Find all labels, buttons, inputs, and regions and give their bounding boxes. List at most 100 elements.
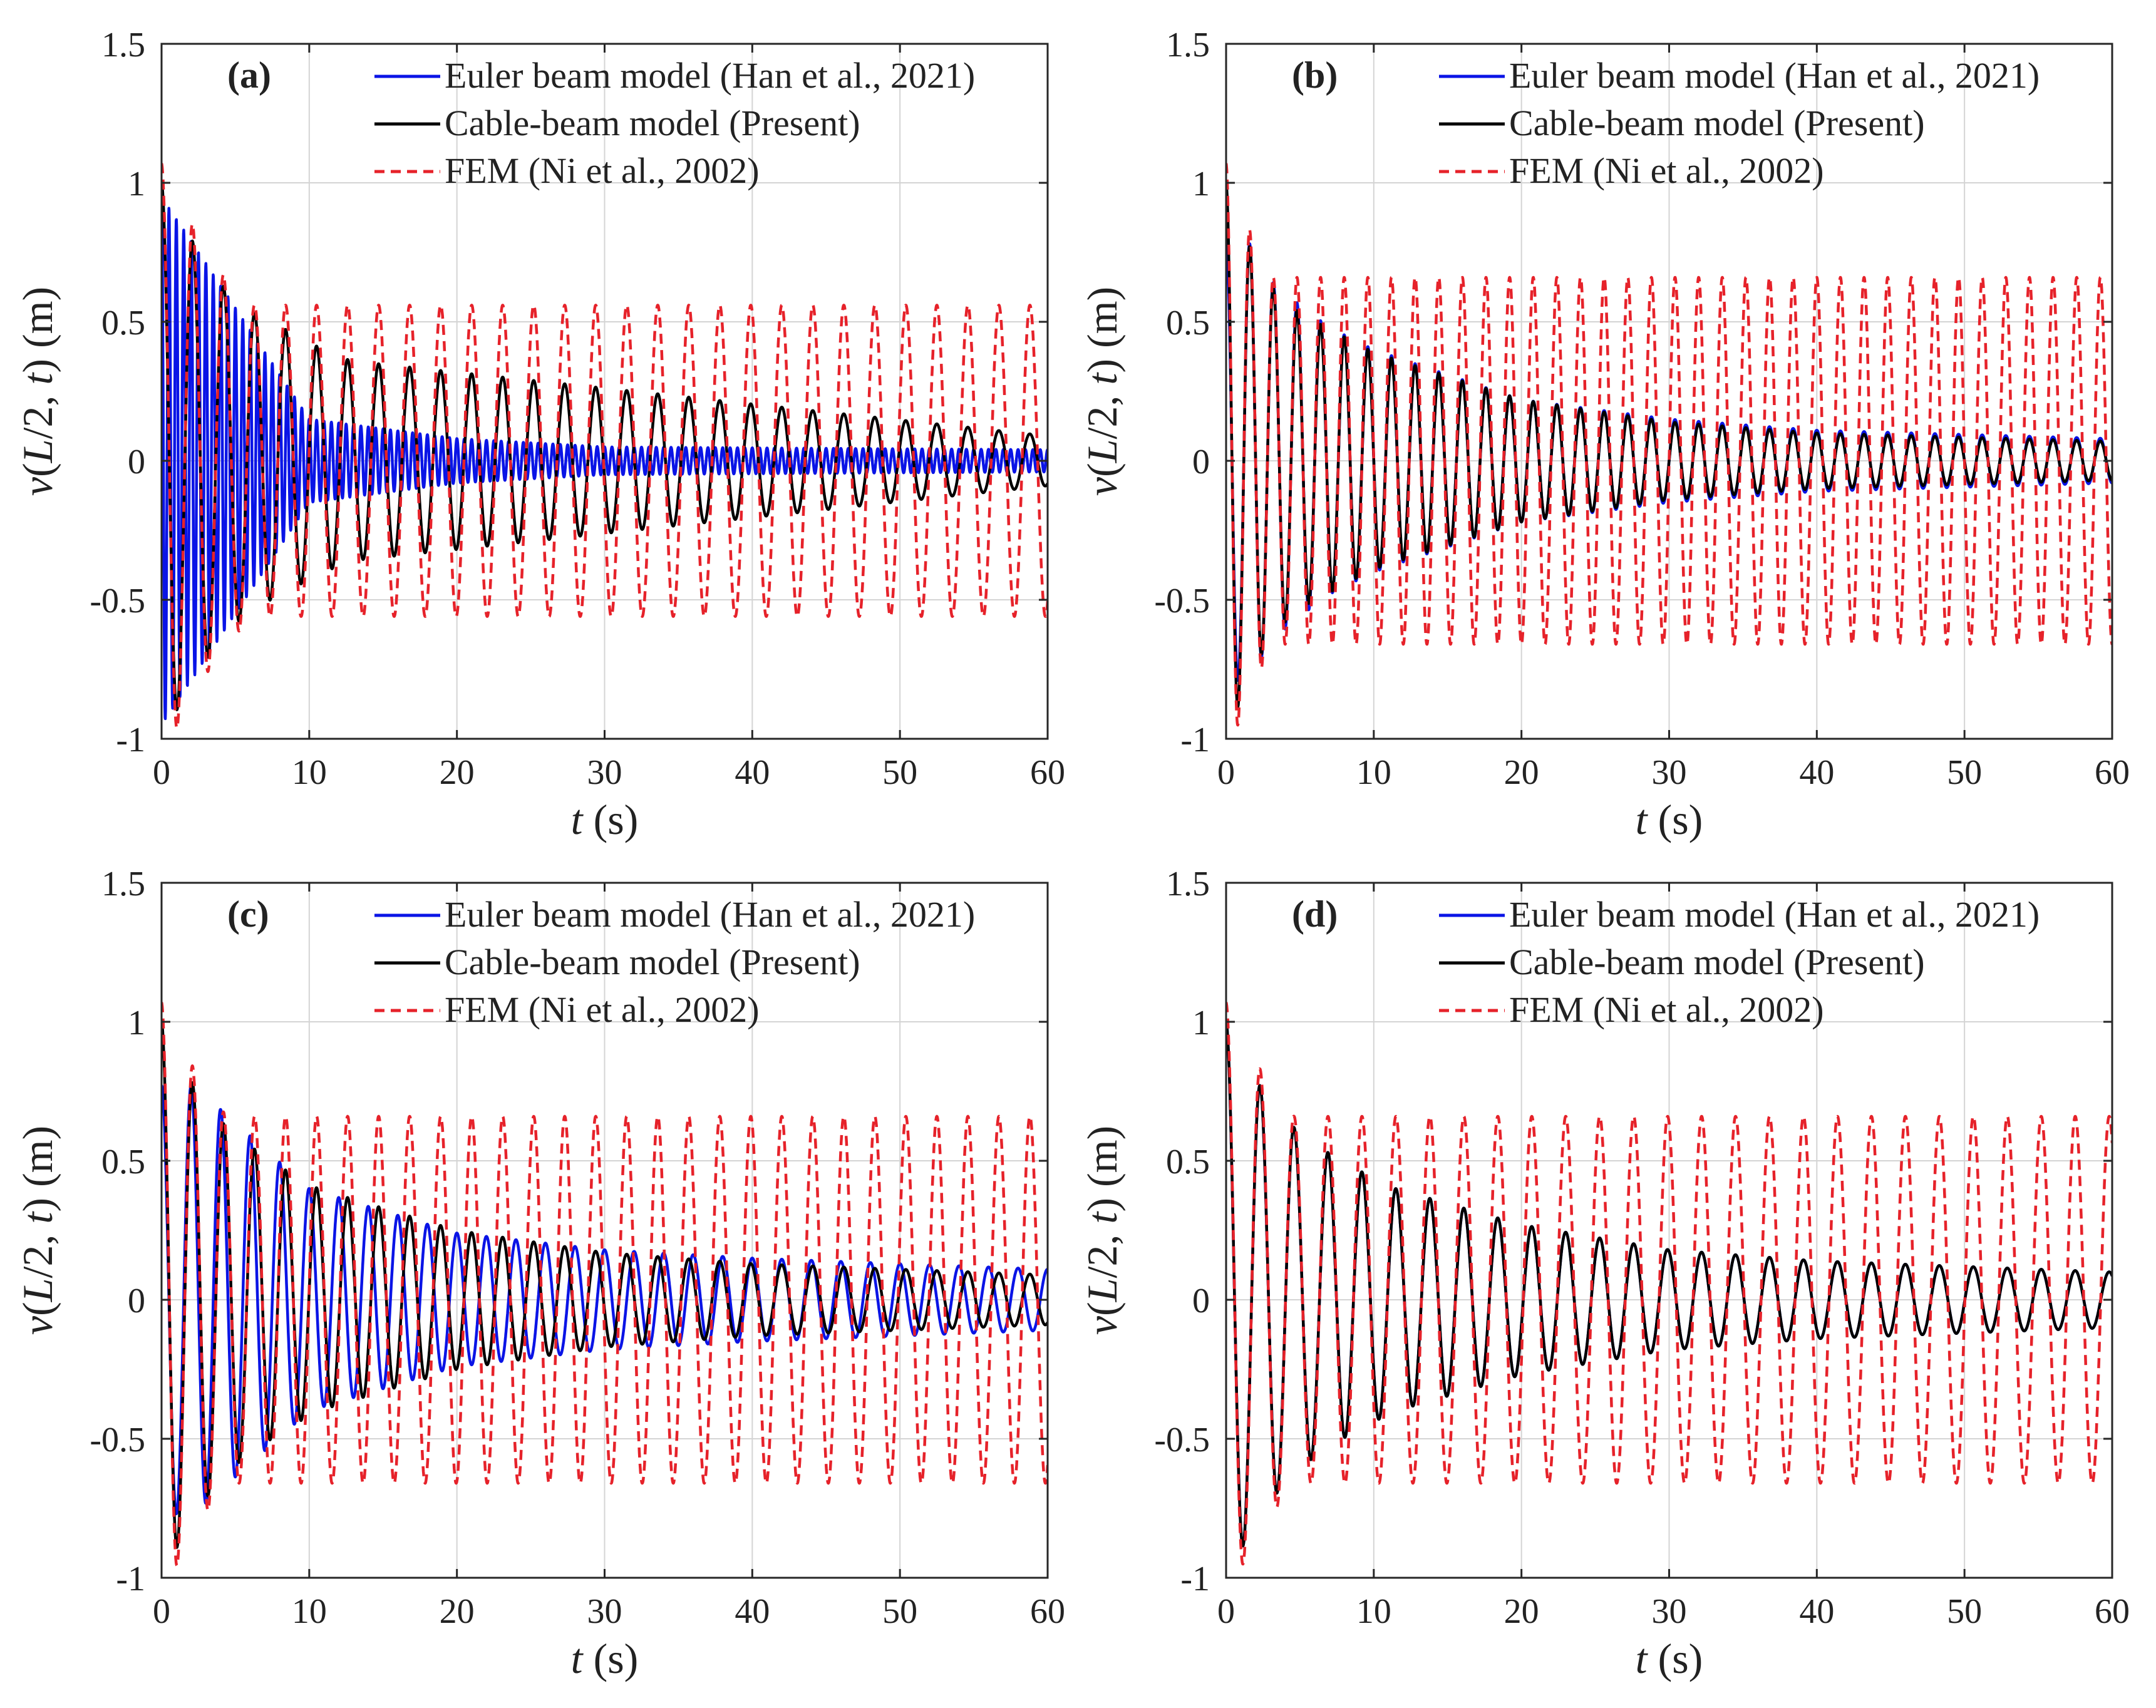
y-axis-label-part: ) (m) (1078, 1126, 1126, 1212)
x-tick-label: 50 (1947, 753, 1982, 792)
series-line-fem (162, 1001, 1048, 1567)
panel-label: (d) (1292, 893, 1338, 935)
x-axis-var: t (1636, 796, 1649, 843)
legend-label: Cable-beam model (Present) (1509, 942, 1925, 982)
y-axis-label: v(L/2, t) (m) (14, 1126, 61, 1335)
y-tick-label: -0.5 (1154, 582, 1210, 620)
chart-panel-a: 0 10 20 30 40 50 60 -1 -0.5 0 0.5 1 1.5 t (s) v(L/2, t… (14, 26, 1065, 843)
y-axis-label-part: ( (14, 1302, 61, 1316)
x-tick-label: 60 (1030, 1592, 1065, 1631)
legend-label: Cable-beam model (Present) (1509, 103, 1925, 143)
y-tick-label: 1 (1192, 1004, 1210, 1042)
chart-panel-d: 0 10 20 30 40 50 60 -1 -0.5 0 0.5 1 1.5 t (s) v(L/2, t… (1078, 865, 2130, 1682)
legend-label: Cable-beam model (Present) (445, 103, 860, 143)
legend-label: Euler beam model (Han et al., 2021) (1509, 894, 2040, 935)
y-tick-label: 1 (1192, 165, 1210, 203)
x-tick-label: 20 (1504, 1592, 1539, 1631)
series-group (1226, 1001, 2112, 1566)
x-tick-label: 10 (1356, 1592, 1391, 1631)
y-tick-label: 0 (1192, 443, 1210, 481)
legend-label: Cable-beam model (Present) (445, 942, 860, 982)
axis-ticks (1225, 43, 2113, 740)
x-tick-label: 50 (882, 1592, 917, 1631)
legend-label: FEM (Ni et al., 2002) (445, 989, 760, 1030)
x-axis-var: t (571, 796, 584, 843)
y-tick-label: -0.5 (90, 1421, 145, 1459)
x-tick-label: 10 (292, 1592, 327, 1631)
series-line-fem (1226, 163, 2112, 727)
x-tick-label: 40 (735, 753, 770, 792)
x-tick-label: 10 (1356, 753, 1391, 792)
x-axis-label: t (s) (1636, 796, 1703, 843)
x-tick-label: 0 (1217, 1592, 1235, 1631)
y-tick-label: 1 (128, 1004, 145, 1042)
legend-label: FEM (Ni et al., 2002) (445, 150, 760, 191)
chart-panel-b: 0 10 20 30 40 50 60 -1 -0.5 0 0.5 1 1.5 t (s) v(L/2, t… (1078, 26, 2130, 843)
x-tick-label: 0 (153, 1592, 170, 1631)
y-axis-label-part: L (1078, 439, 1126, 463)
x-tick-label: 40 (735, 1592, 770, 1631)
y-axis-label: v(L/2, t) (m) (1078, 287, 1126, 496)
y-tick-label: 0 (1192, 1282, 1210, 1320)
y-tick-label: 1.5 (1166, 865, 1210, 903)
y-tick-label: 1.5 (1166, 26, 1210, 64)
y-axis-label-part: L (1078, 1278, 1126, 1302)
y-axis-label-part: v (14, 476, 61, 496)
legend-label: FEM (Ni et al., 2002) (1509, 989, 1824, 1030)
y-axis-label-part: t (1078, 372, 1126, 385)
x-tick-label: 0 (153, 753, 170, 792)
x-tick-label: 10 (292, 753, 327, 792)
axis-ticks (160, 43, 1049, 740)
y-axis-label-part: /2, (14, 1224, 61, 1278)
y-axis-label-part: /2, (1078, 1224, 1126, 1278)
y-axis-label-part: v (14, 1315, 61, 1335)
y-axis-label: v(L/2, t) (m) (1078, 1126, 1126, 1335)
y-axis-label-part: ( (14, 463, 61, 477)
x-tick-label: 50 (1947, 1592, 1982, 1631)
legend: Euler beam model (Han et al., 2021) Cable… (1439, 894, 2040, 1030)
x-axis-label: t (s) (571, 1635, 639, 1682)
x-tick-label: 30 (1652, 753, 1687, 792)
legend-label: Euler beam model (Han et al., 2021) (1509, 55, 2040, 96)
y-tick-label: -1 (116, 1560, 145, 1598)
y-axis-label-part: t (14, 372, 61, 385)
panel-label: (b) (1292, 54, 1338, 96)
y-tick-label: -0.5 (1154, 1421, 1210, 1459)
x-tick-label: 20 (440, 1592, 475, 1631)
panel-label: (a) (227, 54, 271, 96)
y-axis-label-part: ) (m) (1078, 287, 1126, 373)
x-tick-label: 40 (1799, 1592, 1834, 1631)
series-group (1226, 163, 2112, 727)
y-axis-label-part: ) (m) (14, 1126, 61, 1212)
x-axis-var: t (1636, 1635, 1649, 1682)
x-axis-label: t (s) (571, 796, 639, 843)
x-tick-label: 30 (587, 1592, 622, 1631)
x-tick-label: 30 (1652, 1592, 1687, 1631)
y-axis-label-part: ) (m) (14, 287, 61, 373)
series-line-fem (162, 162, 1048, 729)
y-tick-label: -1 (1180, 1560, 1210, 1598)
y-tick-label: -0.5 (90, 582, 145, 620)
x-tick-label: 20 (440, 753, 475, 792)
x-tick-label: 60 (1030, 753, 1065, 792)
panel-label: (c) (227, 893, 269, 935)
legend: Euler beam model (Han et al., 2021) Cable… (374, 894, 975, 1030)
y-axis-label-part: v (1078, 476, 1126, 496)
x-tick-label: 30 (587, 753, 622, 792)
y-axis-label-part: /2, (14, 385, 61, 440)
axis-ticks (1225, 882, 2113, 1579)
y-axis-label-part: t (14, 1211, 61, 1224)
chart-panel-c: 0 10 20 30 40 50 60 -1 -0.5 0 0.5 1 1.5 t (s) v(L/2, t… (14, 865, 1065, 1682)
series-group (162, 1001, 1048, 1567)
y-axis-label-part: v (1078, 1315, 1126, 1335)
legend-label: Euler beam model (Han et al., 2021) (445, 55, 975, 96)
y-tick-label: 0.5 (101, 304, 145, 342)
y-axis-label-part: ( (1078, 1302, 1126, 1316)
y-axis-label-part: t (1078, 1211, 1126, 1224)
y-axis-label: v(L/2, t) (m) (14, 287, 61, 496)
legend: Euler beam model (Han et al., 2021) Cable… (374, 55, 975, 191)
y-tick-label: -1 (1180, 721, 1210, 759)
y-axis-label-part: L (14, 1278, 61, 1302)
y-axis-label-part: L (14, 439, 61, 463)
x-axis-var: t (571, 1635, 584, 1682)
